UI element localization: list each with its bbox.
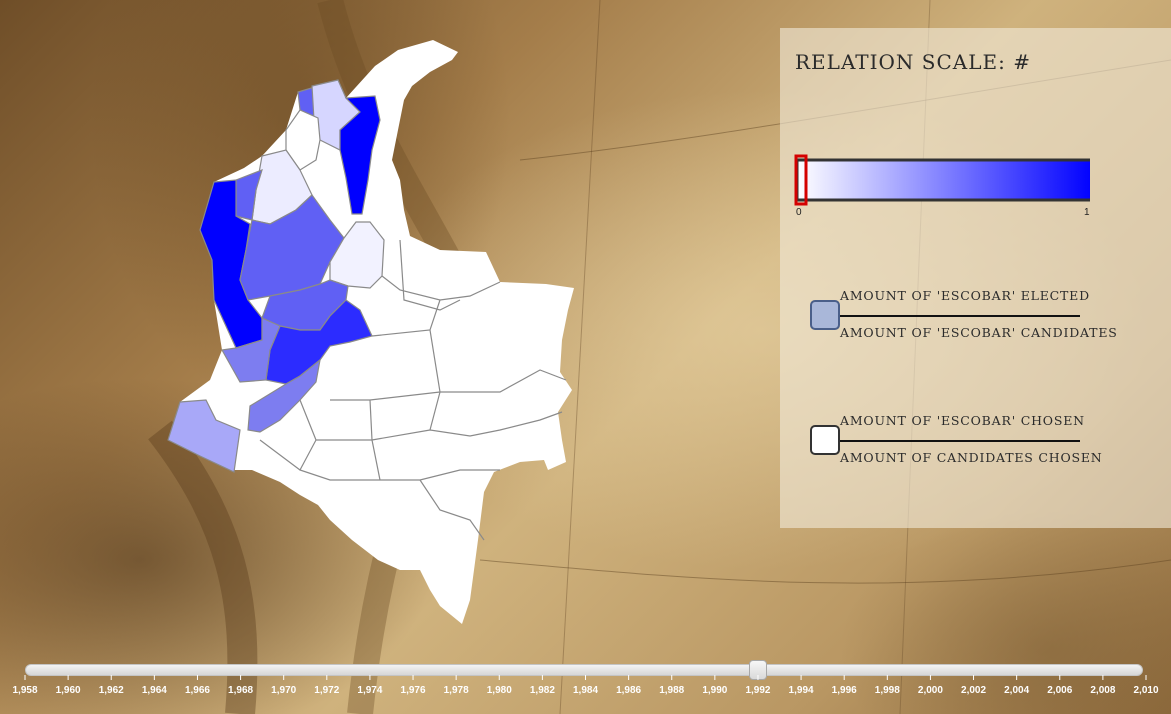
year-timeline: 1,958 1,960 1,962 1,964 1,966 1,968 1,970 1,972… bbox=[0, 655, 1171, 714]
timeline-tick-label[interactable]: 1,998 bbox=[875, 685, 900, 696]
region-center-high bbox=[265, 299, 373, 385]
timeline-ticks: 1,958 1,960 1,962 1,964 1,966 1,968 1,970 1,972… bbox=[12, 675, 1159, 696]
region-west-light bbox=[221, 317, 281, 383]
timeline-tick-label[interactable]: 1,996 bbox=[832, 685, 857, 696]
region-south-mid bbox=[247, 358, 321, 433]
timeline-tick-label[interactable]: 1,984 bbox=[573, 685, 598, 696]
timeline-tick-label[interactable]: 1,992 bbox=[745, 685, 770, 696]
scale-gradient-bar bbox=[795, 158, 1090, 202]
scale-selection-marker[interactable] bbox=[794, 154, 808, 206]
timeline-tick-label[interactable]: 1,978 bbox=[444, 685, 469, 696]
timeline-tick-label[interactable]: 2,006 bbox=[1047, 685, 1072, 696]
timeline-tick-label[interactable]: 1,990 bbox=[702, 685, 727, 696]
legend-panel: RELATION SCALE: # 0 1 AMOUNT OF 'ESCOBAR… bbox=[780, 28, 1171, 528]
legend-elected-numerator: AMOUNT OF 'ESCOBAR' ELECTED bbox=[840, 288, 1090, 303]
timeline-tick-label[interactable]: 2,002 bbox=[961, 685, 986, 696]
timeline-tick-label[interactable]: 1,968 bbox=[228, 685, 253, 696]
region-southwest-pale bbox=[167, 399, 241, 473]
timeline-tick-label[interactable]: 2,010 bbox=[1133, 685, 1158, 696]
region-central-faint bbox=[329, 221, 385, 289]
scale-max-label: 1 bbox=[1084, 207, 1090, 218]
relation-scale: 0 1 bbox=[794, 154, 1090, 218]
timeline-tick-label[interactable]: 1,982 bbox=[530, 685, 555, 696]
timeline-tick-label[interactable]: 2,008 bbox=[1090, 685, 1115, 696]
legend-swatch-chosen[interactable] bbox=[810, 425, 840, 455]
timeline-tick-label[interactable]: 1,962 bbox=[99, 685, 124, 696]
timeline-tick-label[interactable]: 1,972 bbox=[314, 685, 339, 696]
timeline-tick-label[interactable]: 1,994 bbox=[789, 685, 814, 696]
colombia-map bbox=[167, 40, 574, 624]
timeline-tick-label[interactable]: 1,966 bbox=[185, 685, 210, 696]
timeline-tick-label[interactable]: 1,964 bbox=[142, 685, 167, 696]
timeline-tick-label[interactable]: 1,986 bbox=[616, 685, 641, 696]
legend-elected-denominator: AMOUNT OF 'ESCOBAR' CANDIDATES bbox=[840, 325, 1118, 340]
timeline-tick-label[interactable]: 1,980 bbox=[487, 685, 512, 696]
timeline-tick-label[interactable]: 1,974 bbox=[357, 685, 382, 696]
timeline-tick-label[interactable]: 1,958 bbox=[12, 685, 37, 696]
timeline-tick-label[interactable]: 2,000 bbox=[918, 685, 943, 696]
region-east-lines bbox=[259, 239, 567, 541]
timeline-tick-label[interactable]: 1,988 bbox=[659, 685, 684, 696]
timeline-tick-label[interactable]: 1,976 bbox=[401, 685, 426, 696]
legend-chosen-denominator: AMOUNT OF CANDIDATES CHOSEN bbox=[840, 450, 1103, 465]
legend-row-chosen: AMOUNT OF 'ESCOBAR' CHOSEN AMOUNT OF CAN… bbox=[810, 413, 1140, 473]
timeline-tick-label[interactable]: 2,004 bbox=[1004, 685, 1029, 696]
timeline-tick-label[interactable]: 1,960 bbox=[56, 685, 81, 696]
legend-swatch-elected[interactable] bbox=[810, 300, 840, 330]
legend-title: RELATION SCALE: # bbox=[795, 50, 1031, 74]
region-west-blue bbox=[199, 179, 263, 349]
legend-row-elected: AMOUNT OF 'ESCOBAR' ELECTED AMOUNT OF 'E… bbox=[810, 288, 1140, 348]
legend-chosen-numerator: AMOUNT OF 'ESCOBAR' CHOSEN bbox=[840, 413, 1085, 428]
region-central-mid bbox=[239, 194, 345, 301]
timeline-track[interactable] bbox=[25, 664, 1143, 676]
fraction-divider bbox=[840, 315, 1080, 317]
fraction-divider bbox=[840, 440, 1080, 442]
timeline-tick-label[interactable]: 1,970 bbox=[271, 685, 296, 696]
region-north-blue bbox=[339, 95, 381, 215]
scale-min-label: 0 bbox=[796, 207, 802, 218]
